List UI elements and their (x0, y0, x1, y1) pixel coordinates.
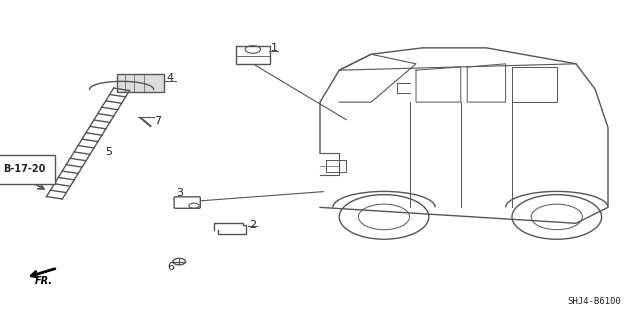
Text: 4: 4 (166, 73, 173, 83)
Text: FR.: FR. (35, 276, 53, 286)
Text: 6: 6 (168, 262, 175, 271)
Text: 3: 3 (176, 188, 183, 198)
FancyBboxPatch shape (174, 197, 200, 208)
Text: SHJ4-B6100: SHJ4-B6100 (567, 297, 621, 306)
FancyBboxPatch shape (236, 46, 270, 64)
Text: 7: 7 (154, 116, 161, 126)
Text: B-17-20: B-17-20 (3, 164, 45, 174)
Text: 1: 1 (271, 43, 278, 53)
Text: 5: 5 (106, 147, 113, 157)
Text: 2: 2 (250, 220, 257, 230)
FancyBboxPatch shape (117, 74, 164, 92)
